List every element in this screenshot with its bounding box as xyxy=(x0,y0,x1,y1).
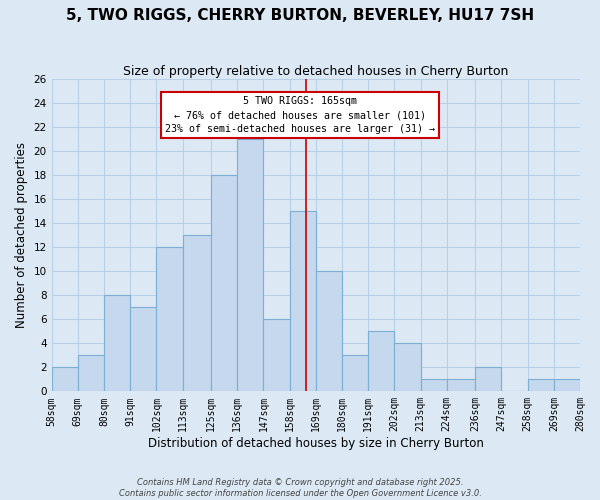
Bar xyxy=(157,248,182,392)
Bar xyxy=(104,296,130,392)
Text: 5, TWO RIGGS, CHERRY BURTON, BEVERLEY, HU17 7SH: 5, TWO RIGGS, CHERRY BURTON, BEVERLEY, H… xyxy=(66,8,534,22)
Bar xyxy=(368,332,394,392)
Bar xyxy=(290,211,316,392)
Text: 5 TWO RIGGS: 165sqm
← 76% of detached houses are smaller (101)
23% of semi-detac: 5 TWO RIGGS: 165sqm ← 76% of detached ho… xyxy=(165,96,435,134)
X-axis label: Distribution of detached houses by size in Cherry Burton: Distribution of detached houses by size … xyxy=(148,437,484,450)
Bar xyxy=(527,380,554,392)
Bar xyxy=(237,139,263,392)
Bar xyxy=(78,356,104,392)
Bar xyxy=(475,368,502,392)
Bar xyxy=(554,380,580,392)
Bar xyxy=(447,380,475,392)
Bar xyxy=(342,356,368,392)
Bar xyxy=(263,320,290,392)
Bar xyxy=(130,308,157,392)
Y-axis label: Number of detached properties: Number of detached properties xyxy=(15,142,28,328)
Bar xyxy=(52,368,78,392)
Bar xyxy=(421,380,447,392)
Bar xyxy=(394,344,421,392)
Bar xyxy=(211,175,237,392)
Title: Size of property relative to detached houses in Cherry Burton: Size of property relative to detached ho… xyxy=(123,65,509,78)
Text: Contains HM Land Registry data © Crown copyright and database right 2025.
Contai: Contains HM Land Registry data © Crown c… xyxy=(119,478,481,498)
Bar xyxy=(316,272,342,392)
Bar xyxy=(182,236,211,392)
